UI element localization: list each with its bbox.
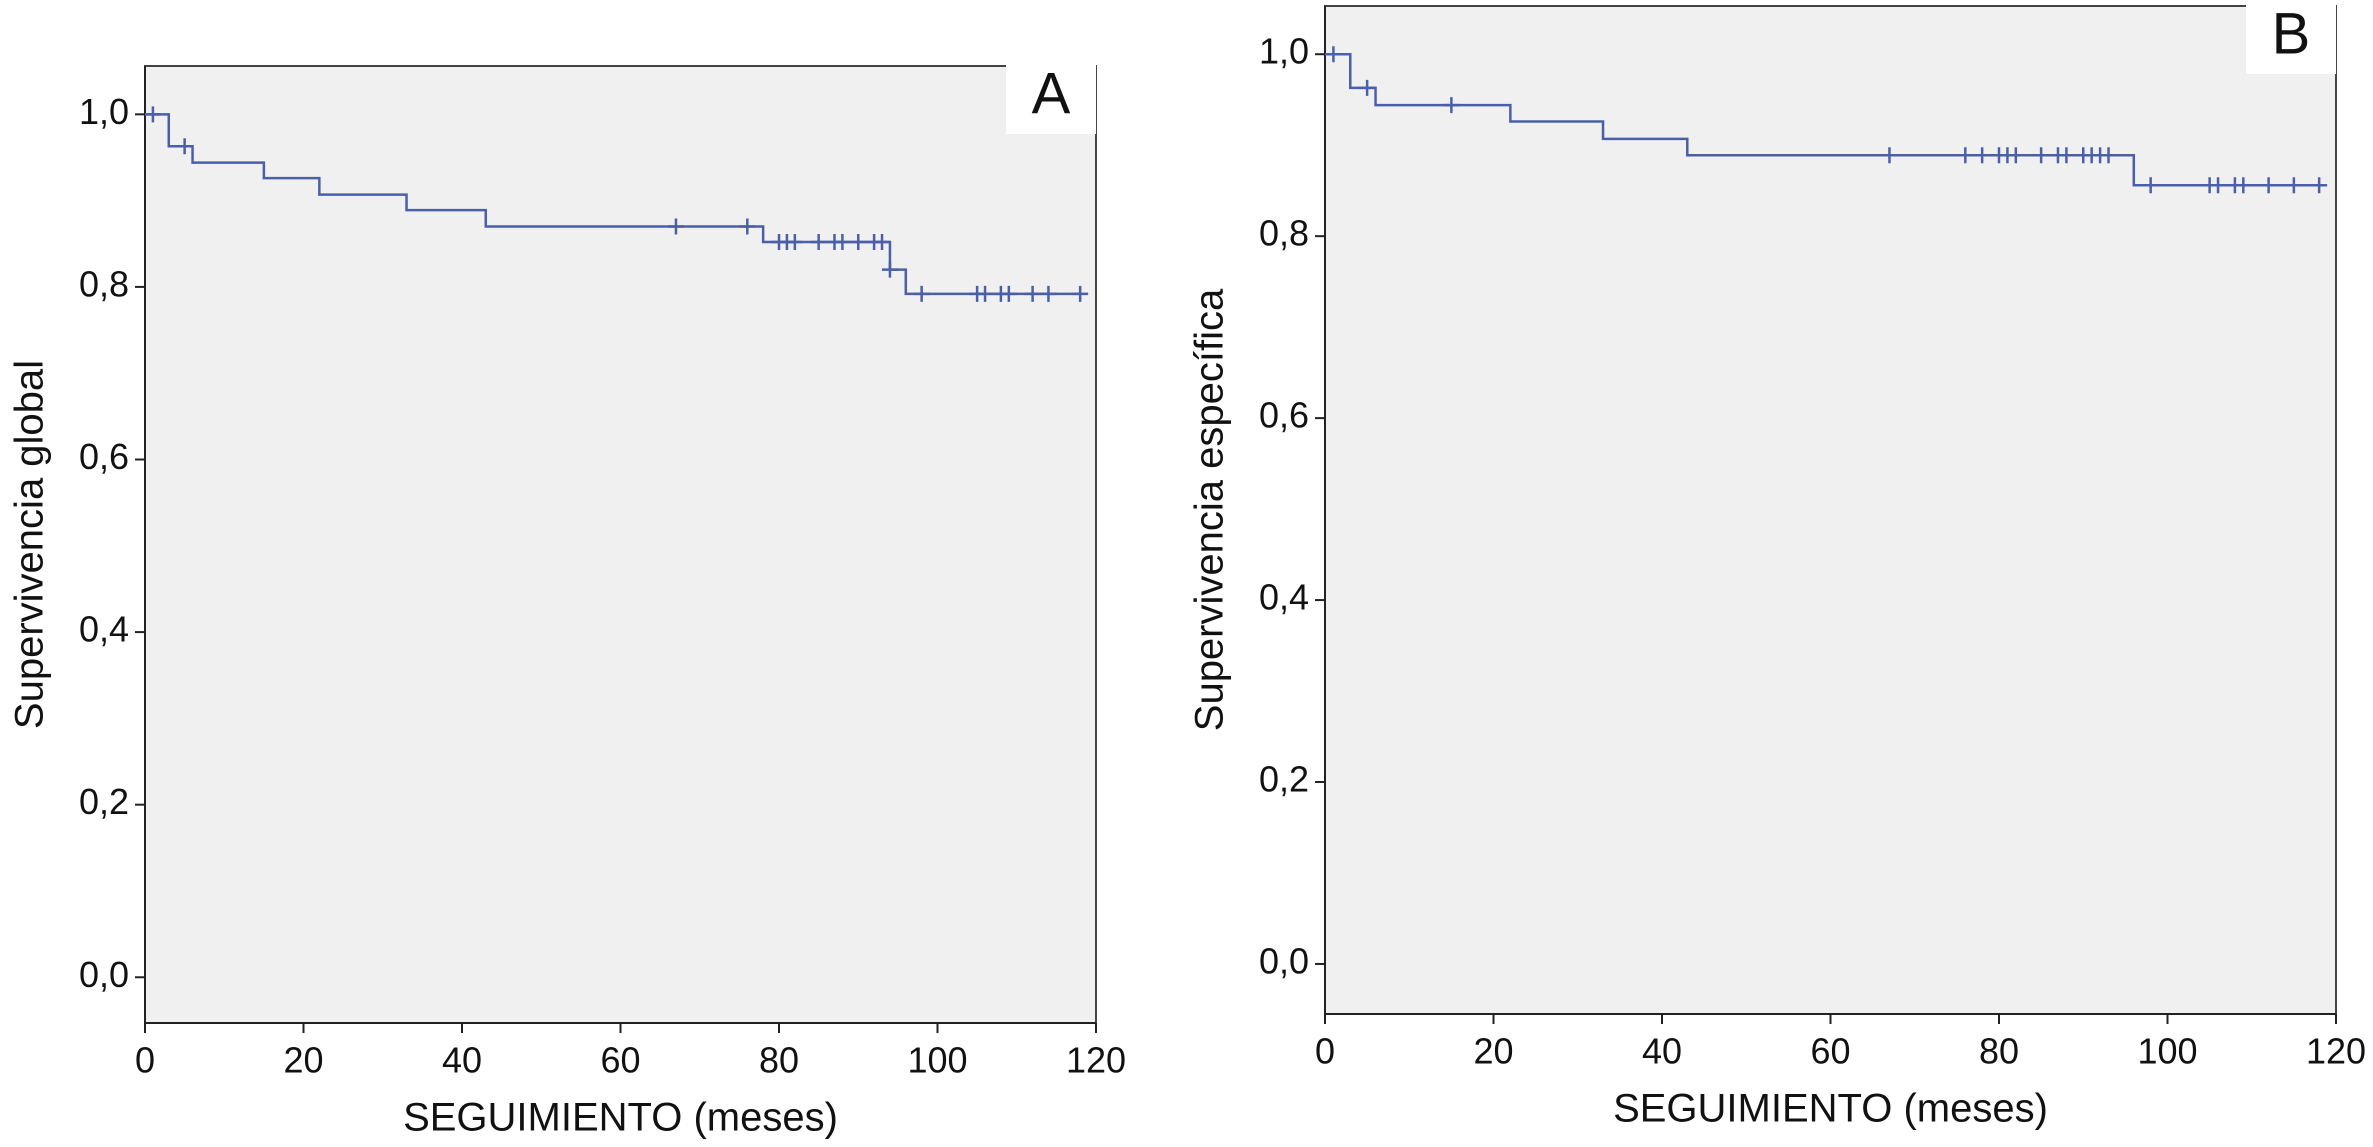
y-tick-label: 0,4 [79, 609, 129, 650]
x-tick-label: 80 [1979, 1031, 2019, 1072]
y-tick-label: 0,2 [79, 781, 129, 822]
panel-label-box [2246, 2, 2336, 74]
x-tick-label: 0 [1315, 1031, 1335, 1072]
censor-mark [786, 234, 803, 251]
censor-mark [834, 234, 851, 251]
x-tick-label: 100 [2137, 1031, 2197, 1072]
censor-mark [2260, 177, 2277, 194]
panel-label-box [1006, 62, 1096, 134]
censor-mark [913, 285, 930, 302]
censor-mark [810, 234, 827, 251]
x-tick-label: 80 [759, 1040, 799, 1081]
censor-mark [1881, 147, 1898, 164]
y-tick-label: 1,0 [1259, 31, 1309, 72]
x-tick-label: 40 [1642, 1031, 1682, 1072]
x-tick-label: 0 [135, 1040, 155, 1081]
y-tick-label: 0,0 [1259, 940, 1309, 981]
x-tick-label: 100 [907, 1040, 967, 1081]
x-tick-label: 20 [283, 1040, 323, 1081]
censor-mark [1443, 97, 1460, 114]
y-tick-label: 0,8 [79, 263, 129, 304]
y-tick-label: 0,6 [1259, 395, 1309, 436]
censor-mark [1325, 46, 1342, 63]
censor-mark [1000, 285, 1017, 302]
x-tick-label: 60 [1810, 1031, 1850, 1072]
y-tick-label: 0,0 [79, 954, 129, 995]
censor-mark [144, 106, 161, 123]
censor-mark [977, 285, 994, 302]
x-tick-label: 120 [2306, 1031, 2366, 1072]
censor-mark [2100, 147, 2117, 164]
y-tick-label: 0,8 [1259, 213, 1309, 254]
censor-mark [1072, 285, 1089, 302]
censor-mark [2058, 147, 2075, 164]
x-tick-label: 20 [1473, 1031, 1513, 1072]
censor-mark [2285, 177, 2302, 194]
censor-mark [1359, 79, 1376, 96]
censor-mark [2210, 177, 2227, 194]
censor-mark [2007, 147, 2024, 164]
censor-mark [2235, 177, 2252, 194]
censor-mark [881, 261, 898, 278]
panel-label: B [2272, 1, 2311, 66]
censor-mark [1024, 285, 1041, 302]
censor-mark [2142, 177, 2159, 194]
plot-area [144, 65, 1097, 1024]
x-tick-label: 60 [600, 1040, 640, 1081]
panel-label: A [1032, 61, 1071, 126]
censor-mark [1957, 147, 1974, 164]
x-axis-label: SEGUIMIENTO (meses) [403, 1096, 838, 1140]
censor-mark [850, 234, 867, 251]
censor-mark [2033, 147, 2050, 164]
censor-mark [1040, 285, 1057, 302]
y-tick-label: 1,0 [79, 91, 129, 132]
censor-mark [739, 218, 756, 235]
x-tick-label: 40 [442, 1040, 482, 1081]
y-tick-label: 0,6 [79, 436, 129, 477]
x-axis-label: SEGUIMIENTO (meses) [1613, 1087, 2048, 1131]
censor-mark [667, 218, 684, 235]
x-tick-label: 120 [1066, 1040, 1126, 1081]
y-tick-label: 0,4 [1259, 577, 1309, 618]
y-axis-label: Supervivencia global [8, 360, 52, 729]
censor-mark [2311, 177, 2328, 194]
censor-mark [1974, 147, 1991, 164]
censor-mark [176, 138, 193, 155]
y-tick-label: 0,2 [1259, 759, 1309, 800]
y-axis-label: Supervivencia específica [1188, 288, 1232, 731]
plot-area [1324, 5, 2337, 1015]
censor-mark [874, 234, 891, 251]
